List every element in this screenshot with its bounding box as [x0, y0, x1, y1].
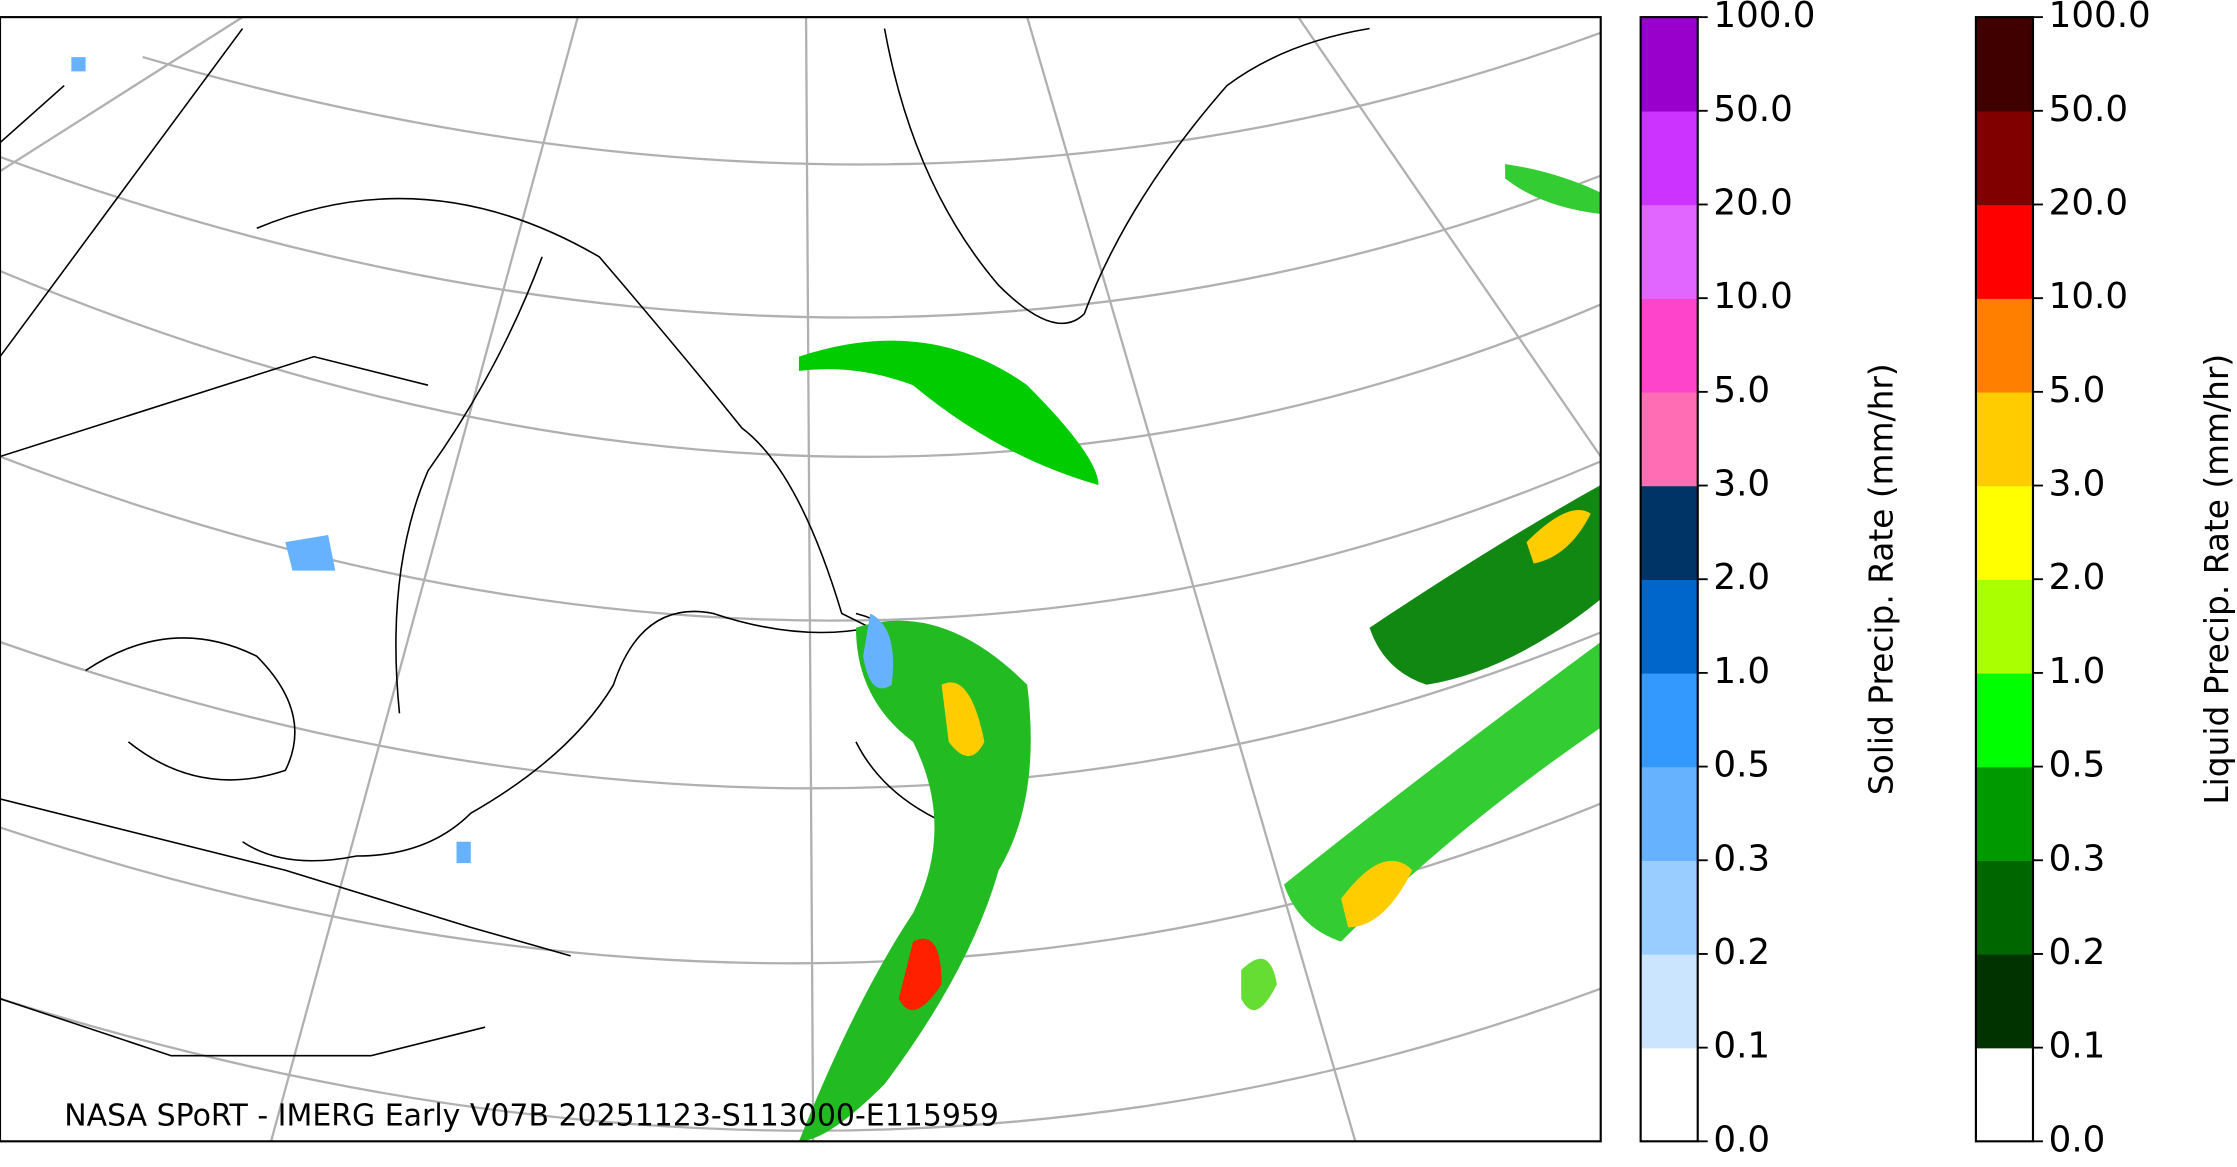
colorbar-segment [1975, 579, 2033, 674]
colorbar-segment [1640, 860, 1698, 955]
colorbar-segment [1640, 391, 1698, 487]
colorbar-label: Solid Precip. Rate (mm/hr) [1863, 363, 1901, 795]
colorbar-tick-label: 20.0 [1713, 182, 1792, 223]
colorbar-segment [1640, 204, 1698, 299]
coastlines [0, 27, 1370, 1057]
map-frame [0, 16, 1602, 1143]
colorbar-segment [1640, 298, 1698, 393]
colorbar-tick-label: 5.0 [1713, 370, 1770, 411]
colorbar-tick-label: 3.0 [2049, 464, 2106, 505]
colorbar-tick-label: 0.1 [2049, 1026, 2106, 1067]
colorbar-tick-label: 1.0 [2049, 651, 2106, 692]
colorbar-tick-label: 50.0 [1713, 89, 1792, 130]
colorbar-segment [1975, 485, 2033, 580]
colorbar-tick-label: 0.3 [1713, 838, 1770, 879]
colorbar-tick-label: 5.0 [2049, 370, 2106, 411]
colorbar-tick-label: 10.0 [1713, 276, 1792, 317]
colorbar-tick-label: 0.2 [2049, 932, 2106, 973]
colorbar-segment [1640, 485, 1698, 580]
precipitation [71, 57, 1601, 1142]
colorbar-segment [1640, 953, 1698, 1049]
colorbar-segment [1975, 110, 2033, 206]
colorbar-segment [1975, 1047, 2033, 1143]
colorbar-segment [1975, 766, 2033, 861]
colorbar-segment [1975, 672, 2033, 768]
colorbar-tick-label: 20.0 [2049, 182, 2128, 223]
colorbar-tick-label: 10.0 [2049, 276, 2128, 317]
map-panel: NASA SPoRT - IMERG Early V07B 20251123-S… [0, 16, 1602, 1143]
colorbars: 0.0 0.1 0.2 0.3 0.5 1.0 2.0 3.0 5.0 10.0 20.0 50.0 1… [1639, 0, 2236, 1160]
colorbar-segment [1975, 17, 2033, 112]
colorbar-segment [1640, 672, 1698, 768]
colorbar-tick-label: 100.0 [2049, 0, 2151, 36]
colorbar-segment [1640, 110, 1698, 206]
colorbar-label: Liquid Precip. Rate (mm/hr) [2198, 354, 2236, 805]
colorbar-segment [1975, 204, 2033, 299]
colorbar-tick-label: 0.2 [1713, 932, 1770, 973]
colorbar-tick-label: 0.1 [1713, 1026, 1770, 1067]
colorbar-segment [1975, 391, 2033, 487]
colorbar-tick-label: 50.0 [2049, 89, 2128, 130]
colorbar-segment [1640, 579, 1698, 674]
graticule [0, 17, 1601, 1142]
colorbar-tick-label: 2.0 [2049, 557, 2106, 598]
colorbar-tick-label: 3.0 [1713, 464, 1770, 505]
colorbar-segment [1975, 953, 2033, 1049]
colorbar-tick-label: 2.0 [1713, 557, 1770, 598]
colorbar-tick-label: 1.0 [1713, 651, 1770, 692]
colorbar-segment [1640, 17, 1698, 112]
colorbar-segment [1975, 298, 2033, 393]
colorbar-tick-label: 100.0 [1713, 0, 1815, 36]
colorbar-segment [1640, 766, 1698, 861]
colorbar-segment [1640, 1047, 1698, 1143]
colorbar-segment [1975, 860, 2033, 955]
colorbar-tick-label: 0.5 [2049, 745, 2106, 786]
colorbar-tick-label: 0.5 [1713, 745, 1770, 786]
colorbar-tick-label: 0.3 [2049, 838, 2106, 879]
colorbar-tick-label: 0.0 [2049, 1119, 2106, 1160]
map-caption: NASA SPoRT - IMERG Early V07B 20251123-S… [64, 1099, 999, 1134]
colorbar-tick-label: 0.0 [1713, 1119, 1770, 1160]
